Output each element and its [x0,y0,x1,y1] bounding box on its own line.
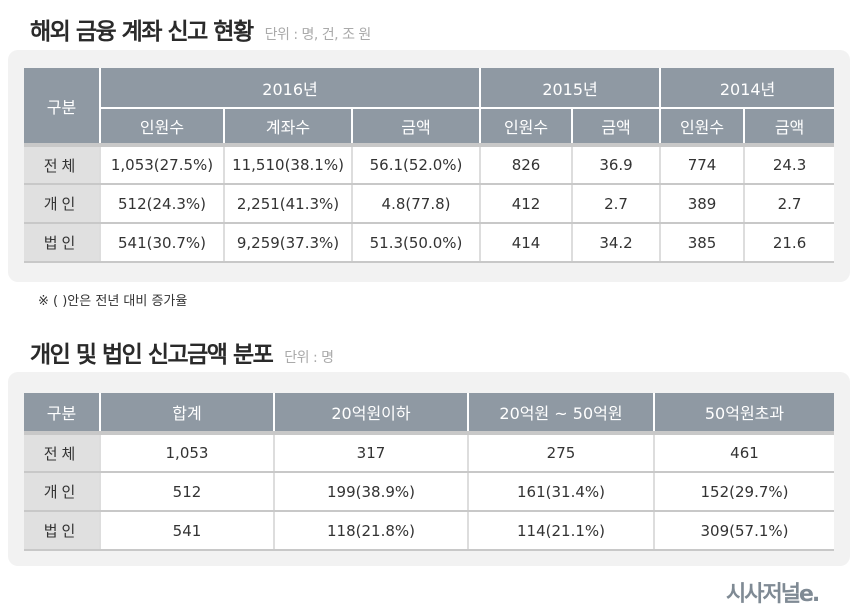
table-cell: 118(21.8%) [273,511,468,551]
column-header: 50억원초과 [653,393,834,434]
table-cell: 1,053 [99,431,274,473]
column-header: 합계 [99,393,275,434]
table-cell: 461 [653,431,834,473]
table-row: 법인 541(30.7%) 9,259(37.3%) 51.3(50.0%) 414 34… [24,223,835,263]
table-cell: 412 [479,184,573,224]
table-cell: 199(38.9%) [273,472,468,512]
table-cell: 317 [273,431,468,473]
table-cell: 34.2 [571,223,661,263]
table-cell: 309(57.1%) [653,511,834,551]
table-cell: 541 [99,511,274,551]
footnote: ※ ( )안은 전년 대비 증가율 [38,294,188,309]
table-cell: 161(31.4%) [467,472,654,512]
table-cell: 512(24.3%) [99,184,224,224]
row-label: 전체 [24,143,100,185]
subheader: 인원수 [99,108,225,146]
header-year-2014: 2014년 [659,68,835,109]
table-row: 개인 512 199(38.9%) 161(31.4%) 152(29.7%) [24,472,834,512]
table-cell: 36.9 [571,143,661,185]
table-cell: 24.3 [743,143,835,185]
column-header: 구분 [24,393,101,434]
section1-title-text: 해외 금융 계좌 신고 현황 [30,19,254,45]
table-cell: 774 [659,143,745,185]
section2-unit: 단위 : 명 [284,350,334,366]
row-label: 법인 [24,511,100,551]
table-cell: 56.1(52.0%) [350,143,481,185]
table-cell: 114(21.1%) [467,511,654,551]
subheader: 금액 [350,108,482,146]
amount-distribution-table: 구분 합계 20억원이하 20억원 ~ 50억원 50억원초과 전체 1,053 317 27… [24,393,834,551]
column-header: 20억원이하 [273,393,469,434]
table-cell: 51.3(50.0%) [350,223,481,263]
row-label: 법인 [24,223,100,263]
table1-card: 구분 2016년 2015년 2014년 인원수 계좌수 금액 인원수 금액 인원수 금액 … [8,50,850,282]
table-cell: 9,259(37.3%) [223,223,352,263]
row-label: 개인 [24,472,100,512]
table-cell: 21.6 [743,223,835,263]
table-row: 개인 512(24.3%) 2,251(41.3%) 4.8(77.8) 412 2.7 3… [24,184,835,224]
section2-title-text: 개인 및 법인 신고금액 분포 [30,342,274,368]
subheader: 계좌수 [223,108,353,146]
table-cell: 2.7 [743,184,835,224]
table-row: 전체 1,053 317 275 461 [24,431,834,473]
section2-title: 개인 및 법인 신고금액 분포 단위 : 명 [30,335,334,369]
header-year-2015: 2015년 [479,68,662,109]
header-year-2016: 2016년 [98,68,482,109]
table-cell: 826 [479,143,573,185]
table-cell: 541(30.7%) [99,223,224,263]
table-cell: 2,251(41.3%) [223,184,352,224]
table-cell: 275 [467,431,654,473]
table-row: 전체 1,053(27.5%) 11,510(38.1%) 56.1(52.0%) 82… [24,143,835,185]
table-cell: 385 [659,223,745,263]
table-cell: 152(29.7%) [653,472,834,512]
table-cell: 414 [479,223,573,263]
row-label: 전체 [24,431,100,473]
table-cell: 11,510(38.1%) [223,143,352,185]
column-header: 20억원 ~ 50억원 [467,393,655,434]
table2-card: 구분 합계 20억원이하 20억원 ~ 50억원 50억원초과 전체 1,053 317 27… [8,372,850,566]
subheader: 인원수 [659,108,746,146]
section1-title: 해외 금융 계좌 신고 현황 단위 : 명, 건, 조 원 [30,12,371,46]
subheader: 인원수 [479,108,574,146]
table-cell: 389 [659,184,745,224]
row-label: 개인 [24,184,100,224]
table-cell: 4.8(77.8) [350,184,481,224]
account-report-table: 구분 2016년 2015년 2014년 인원수 계좌수 금액 인원수 금액 인원수 금액 … [24,68,835,263]
subheader: 금액 [743,108,835,146]
table-row: 법인 541 118(21.8%) 114(21.1%) 309(57.1%) [24,511,834,551]
logo: 시사저널e. [726,582,820,607]
section1-unit: 단위 : 명, 건, 조 원 [264,27,372,43]
header-category: 구분 [24,68,101,146]
table-cell: 1,053(27.5%) [99,143,224,185]
table-cell: 512 [99,472,274,512]
table-cell: 2.7 [571,184,661,224]
subheader: 금액 [571,108,662,146]
